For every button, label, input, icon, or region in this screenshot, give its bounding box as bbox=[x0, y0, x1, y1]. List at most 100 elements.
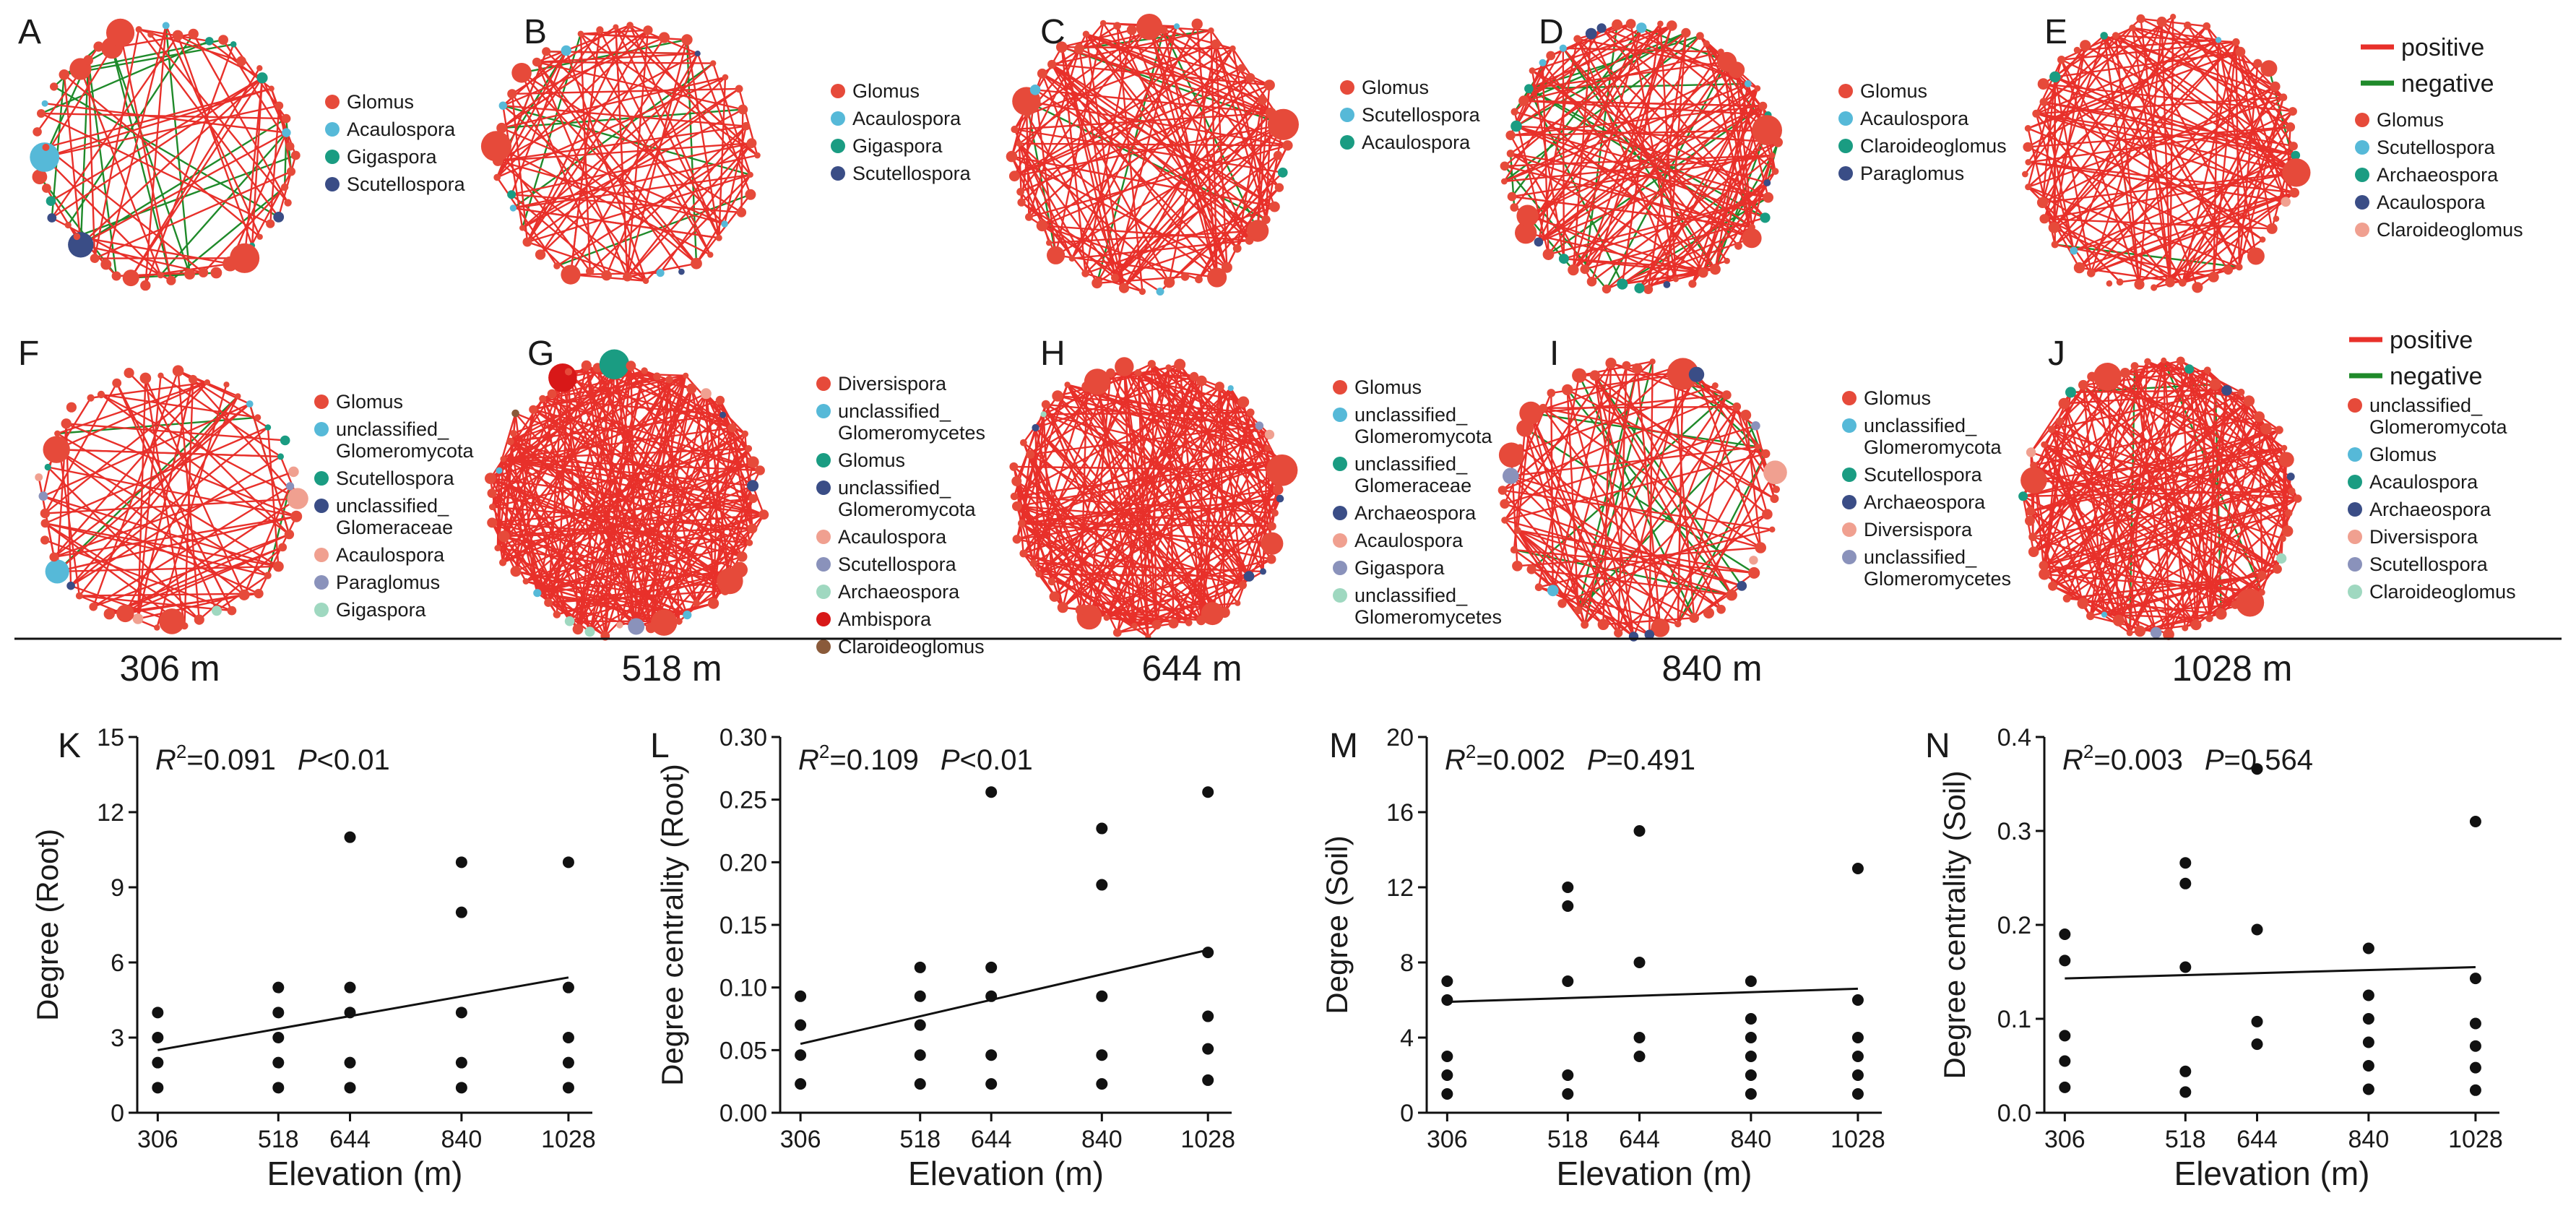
legend-swatch bbox=[816, 404, 831, 418]
positive-edge bbox=[1200, 388, 1232, 621]
positive-edge bbox=[1042, 414, 1053, 582]
legend-label: Scutellospora bbox=[838, 553, 957, 575]
network-node bbox=[2018, 491, 2028, 501]
legend-label: Gigaspora bbox=[852, 135, 943, 157]
y-tick-label: 0.05 bbox=[719, 1037, 767, 1064]
positive-edge bbox=[589, 125, 747, 272]
positive-edge bbox=[2182, 126, 2291, 283]
x-tick-label: 644 bbox=[1619, 1126, 1660, 1153]
positive-edge bbox=[2161, 21, 2296, 194]
positive-edge bbox=[2106, 376, 2210, 619]
network-node bbox=[2284, 509, 2293, 517]
network-node bbox=[1264, 429, 1275, 440]
network-node bbox=[83, 55, 94, 66]
legend-label: Glomeromycota bbox=[336, 440, 475, 462]
positive-edge bbox=[53, 382, 208, 558]
data-point bbox=[2059, 1055, 2071, 1067]
positive-edge bbox=[251, 77, 264, 246]
positive-edge bbox=[1016, 384, 1068, 540]
positive-edge bbox=[1114, 85, 1271, 279]
genus-legend: Glomus Acaulospora Claroideoglomus Paraglom… bbox=[1838, 80, 2007, 184]
network-node bbox=[691, 257, 702, 270]
positive-edge bbox=[1513, 23, 1661, 208]
network-node bbox=[535, 249, 546, 260]
network-node bbox=[2073, 46, 2081, 54]
positive-edge bbox=[2043, 497, 2299, 566]
legend-swatch bbox=[1340, 135, 1354, 150]
data-point bbox=[795, 990, 807, 1002]
positive-edge bbox=[510, 414, 723, 443]
network-node bbox=[66, 402, 77, 413]
positive-edge bbox=[1622, 272, 1703, 285]
network-node bbox=[2291, 150, 2301, 160]
legend-label: Glomus bbox=[1354, 376, 1422, 398]
data-point bbox=[1562, 1069, 1574, 1081]
positive-edge bbox=[2044, 217, 2273, 230]
positive-edge bbox=[1537, 27, 1643, 243]
network-node bbox=[1151, 620, 1162, 630]
network-node bbox=[2223, 264, 2234, 275]
network-node bbox=[561, 45, 571, 56]
network-node bbox=[1273, 150, 1283, 160]
network-node bbox=[1029, 85, 1041, 95]
network-node bbox=[111, 271, 121, 281]
positive-edge bbox=[1755, 426, 1776, 499]
positive-edge bbox=[44, 105, 280, 158]
network-node bbox=[1758, 101, 1768, 111]
positive-edge bbox=[1583, 406, 1738, 626]
stats-annotation: R2=0.091 P<0.01 bbox=[155, 741, 390, 776]
positive-edge bbox=[1691, 129, 1768, 285]
network-node bbox=[64, 221, 72, 229]
network-node bbox=[33, 127, 42, 137]
network-node bbox=[2281, 444, 2288, 452]
positive-edge bbox=[243, 486, 291, 595]
network-node bbox=[1016, 140, 1023, 147]
network-node bbox=[656, 269, 665, 277]
positive-edge bbox=[2147, 361, 2290, 514]
data-point bbox=[1441, 1088, 1453, 1100]
positive-edge bbox=[1021, 522, 1272, 545]
network-node bbox=[235, 393, 241, 400]
x-axis-label: Elevation (m) bbox=[908, 1155, 1104, 1192]
positive-edge bbox=[1502, 489, 1773, 530]
positive-edge bbox=[2073, 154, 2296, 252]
positive-edge bbox=[124, 498, 298, 614]
network-node bbox=[1011, 476, 1022, 486]
positive-edge bbox=[1530, 413, 1635, 637]
y-tick-label: 0.3 bbox=[1997, 818, 2031, 845]
legend-label: Glomus bbox=[2377, 109, 2444, 131]
network-node bbox=[204, 379, 211, 386]
network-node bbox=[1763, 179, 1771, 186]
network-node bbox=[1755, 444, 1761, 450]
legend-label: unclassified_ bbox=[336, 418, 449, 440]
positive-edge bbox=[44, 382, 208, 514]
legend-swatch bbox=[1333, 408, 1347, 422]
network-node bbox=[1035, 571, 1042, 578]
positive-edge bbox=[1041, 77, 1251, 227]
network-node bbox=[2288, 107, 2297, 116]
regression-line bbox=[800, 949, 1209, 1046]
network-node bbox=[2190, 619, 2202, 631]
network-node bbox=[2051, 241, 2059, 249]
positive-edge bbox=[1606, 226, 1752, 290]
positive-edge bbox=[57, 382, 208, 435]
legend-label: Gigaspora bbox=[347, 146, 438, 168]
positive-edge bbox=[1510, 134, 1593, 283]
network-node bbox=[2270, 81, 2281, 92]
network-node bbox=[613, 24, 619, 30]
genus-legend: Glomus Scutellospora Archaeospora Acaulospo… bbox=[2355, 109, 2523, 241]
network-node bbox=[32, 169, 48, 185]
positive-edge bbox=[1647, 33, 1687, 290]
positive-edge bbox=[144, 43, 235, 286]
legend-swatch bbox=[314, 499, 329, 513]
network-node bbox=[1237, 396, 1250, 408]
network-node bbox=[1282, 140, 1293, 151]
legend-label: Acaulospora bbox=[347, 118, 456, 140]
panel-letter: I bbox=[1550, 335, 1559, 373]
network-node bbox=[564, 616, 575, 626]
network-node bbox=[2065, 387, 2076, 398]
positive-edge bbox=[1188, 387, 1232, 624]
data-point bbox=[562, 1082, 574, 1094]
positive-edge bbox=[2115, 35, 2294, 113]
